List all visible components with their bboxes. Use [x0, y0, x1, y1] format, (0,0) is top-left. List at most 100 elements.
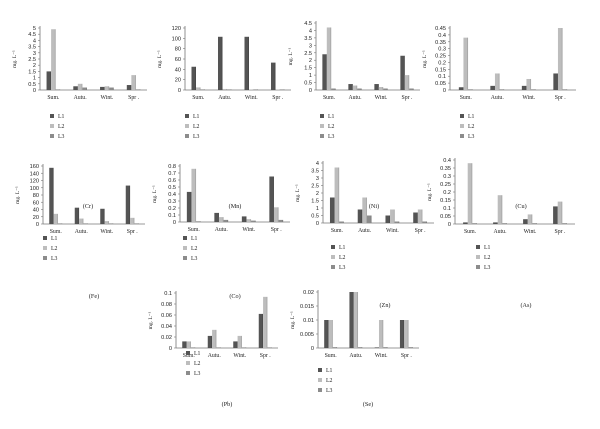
legend-swatch-l3: [460, 134, 464, 138]
bar-shade: [496, 222, 498, 224]
y-tick-label: 0.02: [303, 290, 314, 296]
bar-shade: [531, 214, 533, 224]
y-tick-label: 0.4: [443, 158, 451, 164]
x-tick-label: Autu.: [348, 95, 362, 101]
bar-L3-autu: [358, 347, 363, 348]
bar-L2-sum: [334, 167, 340, 223]
bar-L3-autu: [83, 223, 88, 224]
bar-L2-spr: [404, 320, 409, 348]
x-tick-label: Autu.: [215, 227, 229, 233]
y-tick-label: 1.5: [304, 66, 312, 72]
bar-L2-spr: [263, 296, 268, 348]
bar-shade: [566, 223, 567, 224]
bar-L2-sum: [463, 37, 469, 90]
legend-swatch-l2: [460, 124, 464, 128]
bar-L1-sum: [463, 222, 468, 224]
legend-swatch-l1: [460, 114, 464, 118]
legend-label-l2: L2: [58, 124, 65, 130]
bar-L3-autu: [499, 89, 505, 90]
bar-shade: [199, 87, 201, 90]
bar-L1-wint: [374, 84, 379, 90]
x-tick-label: Wint.: [386, 228, 399, 234]
bar-L2-sum: [467, 163, 473, 224]
bar-L2-autu: [77, 83, 83, 90]
panel-caption: (Ni): [369, 203, 379, 210]
y-tick-label: 0.04: [161, 324, 172, 330]
bar-shade: [103, 86, 105, 90]
bar-shade: [77, 86, 78, 90]
bar-shade: [215, 329, 217, 348]
bar-shade: [82, 218, 84, 224]
bar-shade: [403, 55, 405, 90]
bar-L1-spr: [400, 55, 405, 90]
bar-L2-wint: [104, 221, 109, 224]
panel-caption: (Cr): [83, 203, 93, 210]
bar-shade: [536, 223, 537, 224]
bar-L1-wint: [100, 208, 105, 224]
y-tick-label: 0.1: [168, 213, 176, 219]
x-tick-label: Wint.: [245, 95, 258, 101]
bar-shade: [204, 89, 206, 90]
legend-label-l3: L3: [326, 388, 333, 394]
y-tick-label: 3.5: [28, 45, 36, 51]
bar-shade: [352, 292, 354, 348]
bar-L2-autu: [212, 329, 217, 348]
legend-label-l2: L2: [468, 124, 475, 130]
bar-L3-sum: [196, 221, 201, 222]
bar-L3-spr: [422, 221, 428, 223]
bar-shade: [270, 347, 272, 348]
x-tick-label: Spr .: [271, 227, 283, 233]
legend-swatch-l3: [186, 371, 190, 375]
x-tick-label: Wint.: [524, 229, 537, 235]
bar-shade: [498, 73, 500, 90]
bar-shade: [262, 313, 264, 348]
legend-label-l1: L1: [326, 368, 333, 374]
bar-L3-sum: [55, 89, 61, 90]
bar-L1-sum: [322, 54, 327, 90]
bar-shade: [530, 78, 532, 90]
x-tick-label: Sum.: [183, 353, 196, 359]
bar-L2-spr: [131, 75, 136, 90]
x-tick-label: Spr .: [415, 228, 427, 234]
y-tick-label: 2.5: [304, 51, 312, 57]
chart-panel-cr: 00.511.522.533.544.55 mg. L⁻¹ Sum. Autu. Win…: [12, 26, 147, 210]
bar-L1-autu: [73, 86, 78, 90]
y-tick-label: 0.6: [168, 178, 176, 184]
bar-L1-spr: [413, 212, 418, 223]
bar-shade: [199, 221, 201, 222]
bar-shade: [59, 89, 61, 90]
legend-swatch-l2: [331, 255, 335, 259]
x-tick-label: Wint.: [100, 95, 113, 101]
bar-L2-autu: [494, 73, 500, 90]
bar-shade: [382, 320, 384, 348]
legend-label-l3: L3: [193, 134, 200, 140]
y-tick-label: 0.5: [311, 214, 319, 220]
y-tick-label: 140: [30, 171, 39, 177]
bar-L3-spr: [134, 223, 139, 224]
y-tick-label: 3.5: [311, 169, 319, 175]
legend-label-l3: L3: [484, 265, 491, 271]
bar-shade: [462, 87, 464, 90]
legend-label-l3: L3: [468, 134, 475, 140]
bar-shade: [78, 207, 80, 224]
y-tick-label: 0.05: [440, 214, 451, 220]
x-tick-label: Wint.: [233, 353, 246, 359]
x-tick-label: Spr .: [555, 229, 567, 235]
bar-shade: [361, 209, 363, 223]
legend-label-l2: L2: [193, 124, 200, 130]
x-tick-label: Sum.: [323, 95, 336, 101]
y-tick-label: 2: [316, 191, 319, 197]
bar-L3-autu: [223, 219, 229, 222]
x-tick-label: Spr .: [128, 95, 140, 101]
legend-swatch-l1: [43, 236, 47, 240]
y-tick-label: 160: [30, 164, 39, 170]
bar-shade: [327, 320, 329, 348]
y-tick-label: 0: [448, 222, 451, 228]
legend-label-l3: L3: [194, 371, 201, 377]
bar-L3-autu: [357, 88, 362, 90]
bar-L1-sum: [458, 87, 464, 90]
y-tick-label: 2: [33, 63, 36, 69]
panel-caption: (Cu): [515, 203, 526, 210]
x-tick-label: Sum.: [47, 95, 60, 101]
y-tick-label: 0.1: [164, 291, 172, 297]
